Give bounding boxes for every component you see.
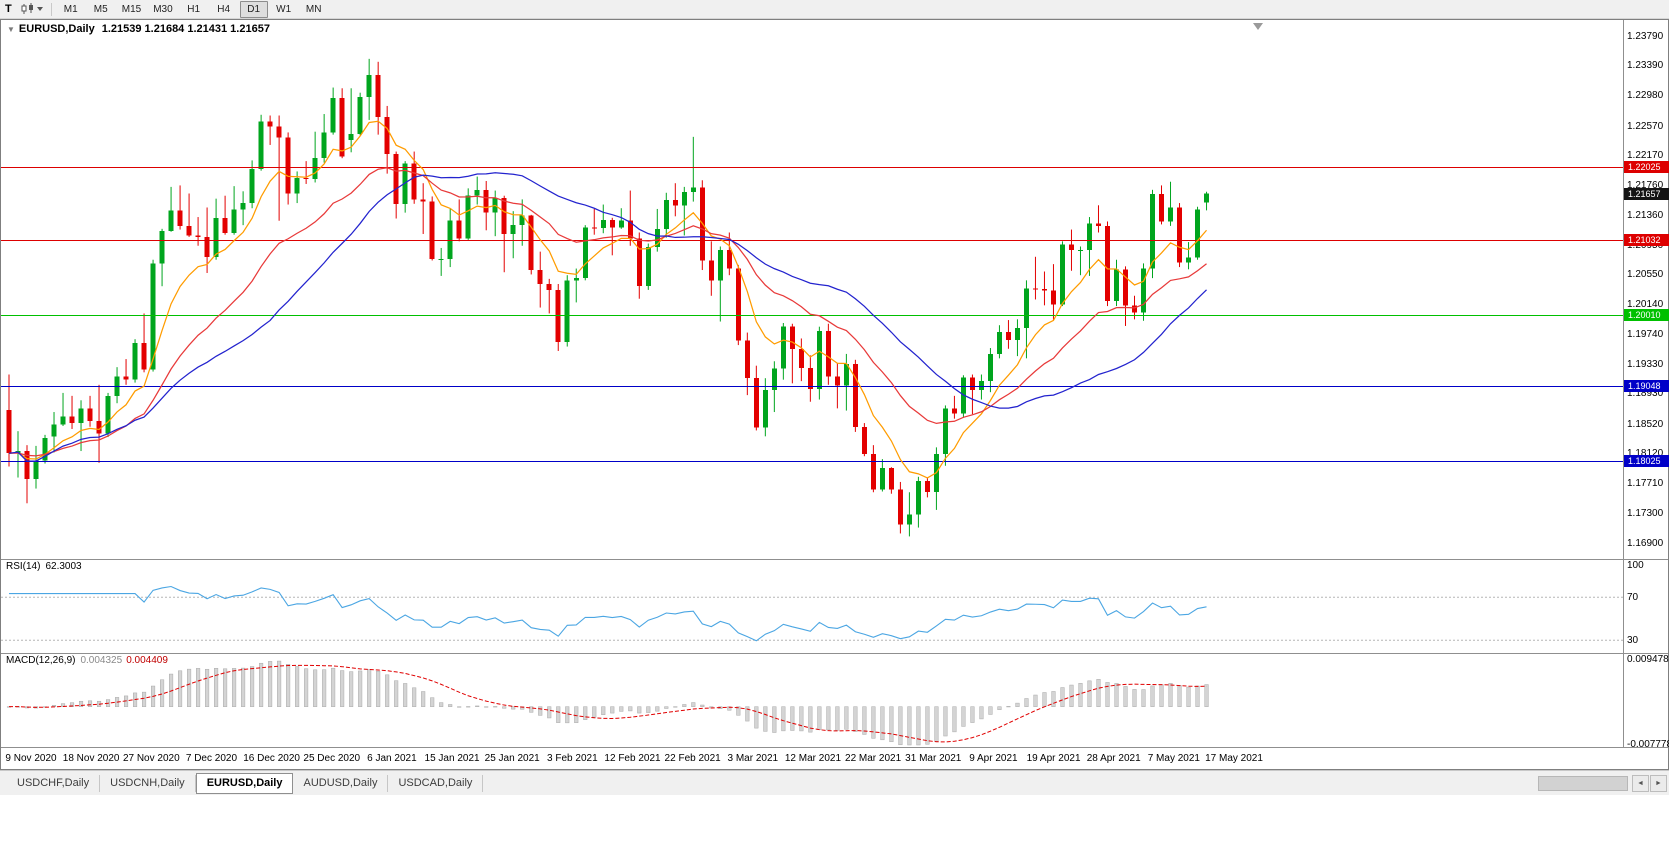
price-line-badge: 1.22025 [1624, 160, 1669, 173]
date-label: 9 Nov 2020 [5, 753, 57, 764]
rsi-scale-label: 100 [1627, 560, 1644, 571]
tab-scrollbar-thumb[interactable] [1538, 776, 1628, 791]
chart-ohlc-values: 1.21539 1.21684 1.21431 1.21657 [101, 23, 270, 35]
rsi-name: RSI(14) [6, 561, 41, 572]
timeframe-button-W1[interactable]: W1 [276, 3, 292, 15]
rsi-scale-label: 30 [1627, 635, 1639, 647]
macd-scale-min-label: -0.007778 [1627, 739, 1669, 750]
price-tick-label: 1.17300 [1627, 508, 1664, 520]
macd-name: MACD(12,26,9) [6, 655, 76, 666]
price-line-badge: 1.18025 [1624, 454, 1669, 467]
toolbar-grip[interactable]: T [5, 3, 12, 15]
tab-scroll-right-button[interactable]: ► [1650, 775, 1667, 792]
chart-window[interactable]: ▼ EURUSD,Daily 1.21539 1.21684 1.21431 1.2… [0, 19, 1669, 770]
date-label: 22 Feb 2021 [664, 753, 721, 764]
price-tick-label: 1.19740 [1627, 328, 1664, 340]
timeframe-buttons: M1 M5 M15 M30 H1 H4 D1 W1 MN [57, 0, 330, 18]
macd-signal-value: 0.004409 [126, 655, 168, 666]
rsi-scale-label: 70 [1627, 592, 1639, 604]
price-tick-label: 1.23790 [1627, 30, 1664, 42]
price-tick-label: 1.18120 [1627, 447, 1664, 459]
date-label: 15 Jan 2021 [424, 753, 480, 764]
timeframe-button-M15[interactable]: M15 [121, 3, 142, 15]
price-tick-label: 1.17710 [1627, 478, 1664, 490]
chart-canvas[interactable] [1, 20, 1668, 769]
price-tick-label: 1.23390 [1627, 60, 1664, 72]
date-label: 6 Jan 2021 [367, 753, 417, 764]
date-label: 17 May 2021 [1205, 753, 1263, 764]
macd-indicator-label: MACD(12,26,9) 0.004325 0.004409 [6, 655, 168, 666]
symbol-tab-eurusd[interactable]: EURUSD,Daily [195, 772, 294, 794]
price-line-badge: 1.19048 [1624, 379, 1669, 392]
toolbar-separator [50, 2, 52, 16]
macd-scale-max-label: 0.009478 [1627, 654, 1669, 665]
price-tick-label: 1.19330 [1627, 358, 1664, 370]
rsi-value: 62.3003 [45, 561, 82, 572]
price-tick-label: 1.21760 [1627, 180, 1664, 192]
candlestick-chart-icon [21, 3, 33, 14]
symbol-tab-usdcad[interactable]: USDCAD,Daily [388, 774, 484, 792]
price-line-badge: 1.21032 [1624, 233, 1669, 246]
date-label: 25 Jan 2021 [484, 753, 540, 764]
current-price-badge: 1.21657 [1624, 187, 1669, 200]
price-tick-label: 1.21360 [1627, 209, 1664, 221]
date-label: 12 Feb 2021 [604, 753, 661, 764]
date-label: 7 Dec 2020 [185, 753, 238, 764]
date-label: 9 Apr 2021 [969, 753, 1018, 764]
date-label: 7 May 2021 [1147, 753, 1200, 764]
date-label: 19 Apr 2021 [1026, 753, 1081, 764]
price-tick-label: 1.22170 [1627, 149, 1664, 161]
price-tick-label: 1.22570 [1627, 120, 1664, 132]
timeframe-button-M1[interactable]: M1 [63, 3, 78, 15]
chart-marker-icon[interactable]: ▼ [7, 25, 15, 34]
date-label: 12 Mar 2021 [784, 753, 842, 764]
price-tick-label: 1.20550 [1627, 269, 1664, 281]
date-label: 22 Mar 2021 [845, 753, 902, 764]
timeframe-button-M30[interactable]: M30 [153, 3, 173, 15]
symbol-tab-audusd[interactable]: AUDUSD,Daily [293, 774, 389, 792]
chart-style-button[interactable] [18, 1, 46, 17]
timeframe-button-H1[interactable]: H1 [187, 3, 201, 15]
chart-tabs-bar: USDCHF,Daily USDCNH,Daily EURUSD,Daily AUDU… [0, 770, 1669, 795]
price-tick-label: 1.18520 [1627, 418, 1664, 430]
date-label: 3 Feb 2021 [547, 753, 598, 764]
window-bottom-area [0, 795, 1669, 849]
price-line-badge: 1.20010 [1624, 308, 1669, 321]
tab-scrollbar[interactable]: ◄ ► [1538, 775, 1667, 792]
chart-symbol-label: EURUSD,Daily [18, 23, 95, 35]
timeframe-button-MN[interactable]: MN [305, 3, 322, 15]
timeframe-button-M5[interactable]: M5 [93, 3, 108, 15]
chart-tabs-list: USDCHF,Daily USDCNH,Daily EURUSD,Daily AUDU… [7, 772, 484, 794]
timeframe-button-H4[interactable]: H4 [217, 3, 231, 15]
dropdown-caret-icon [36, 7, 43, 11]
date-label: 18 Nov 2020 [62, 753, 120, 764]
timeframe-toolbar: T M1 M5 M15 M30 H1 H4 D1 W1 MN [0, 0, 1669, 19]
date-label: 16 Dec 2020 [243, 753, 300, 764]
price-tick-label: 1.18930 [1627, 388, 1664, 400]
date-label: 3 Mar 2021 [727, 753, 779, 764]
date-label: 27 Nov 2020 [122, 753, 180, 764]
timeframe-button-D1[interactable]: D1 [239, 0, 268, 18]
macd-main-value: 0.004325 [80, 655, 123, 666]
price-tick-label: 1.22980 [1627, 90, 1664, 102]
price-tick-label: 1.20140 [1627, 299, 1664, 311]
symbol-tab-usdchf[interactable]: USDCHF,Daily [7, 774, 101, 792]
date-label: 28 Apr 2021 [1086, 753, 1141, 764]
tab-scroll-left-button[interactable]: ◄ [1632, 775, 1649, 792]
price-tick-label: 1.16900 [1627, 537, 1664, 549]
rsi-indicator-label: RSI(14) 62.3003 [6, 561, 82, 572]
symbol-tab-usdcnh[interactable]: USDCNH,Daily [100, 774, 196, 792]
date-label: 31 Mar 2021 [905, 753, 962, 764]
date-label: 25 Dec 2020 [303, 753, 361, 764]
chart-title: ▼ EURUSD,Daily 1.21539 1.21684 1.21431 1.2… [7, 23, 270, 35]
